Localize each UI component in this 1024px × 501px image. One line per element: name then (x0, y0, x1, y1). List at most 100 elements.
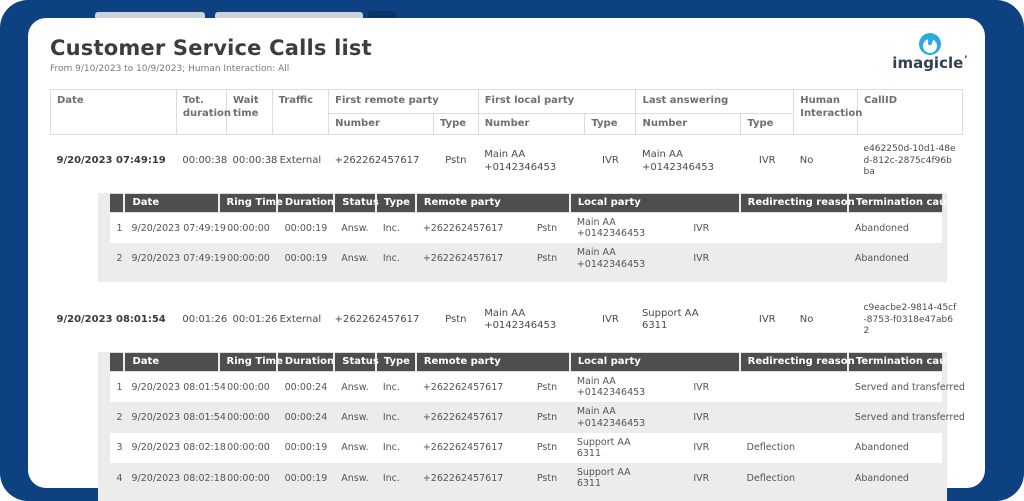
summary-wait-time: 00:01:26 (232, 314, 278, 326)
detail-local-party: Main AA +0142346453 (576, 217, 646, 240)
detail-ring-time: 00:00:00 (227, 442, 270, 454)
detail-local-type: IVR (693, 222, 710, 234)
summary-remote-number: +262262457617 (334, 155, 420, 167)
detail-termination-cause: Abandoned (854, 442, 909, 454)
detail-col-remote-party: Remote party (414, 193, 571, 214)
col-header-answering-number: Number (635, 112, 742, 135)
detail-row: 1 9/20/2023 08:01:54 00:00:00 00:00:24 A… (109, 371, 965, 403)
detail-ring-time: 00:00:00 (227, 253, 270, 265)
summary-local-type: IVR (602, 314, 619, 326)
summary-wait-time: 00:00:38 (232, 155, 278, 167)
detail-type: Inc. (382, 381, 400, 393)
detail-status: Answ. (341, 472, 369, 484)
detail-remote-type: Pstn (536, 442, 558, 454)
detail-local-type: IVR (693, 472, 710, 484)
detail-col-duration: Duration (275, 193, 335, 214)
detail-local-party: Main AA +0142346453 (576, 247, 646, 270)
call-details-panel-row: Date Ring Time Duration Status Type Remo… (51, 188, 963, 294)
detail-duration: 00:00:24 (284, 411, 328, 423)
detail-index: 3 (116, 442, 123, 454)
report-filter-subtitle: From 9/10/2023 to 10/9/2023; Human Inter… (50, 64, 290, 74)
detail-local-type: IVR (693, 411, 710, 423)
detail-row: 2 9/20/2023 07:49:19 00:00:00 00:00:19 A… (109, 243, 942, 274)
col-header-wait-time: Wait time (226, 89, 273, 135)
detail-row: 2 9/20/2023 08:01:54 00:00:00 00:00:24 A… (109, 402, 965, 433)
col-header-first-local-party: First local party (477, 89, 637, 114)
detail-date: 9/20/2023 08:02:18 (131, 472, 226, 484)
col-header-last-answering: Last answering (635, 89, 795, 114)
detail-redirecting-reason (740, 243, 848, 273)
detail-ring-time: 00:00:00 (227, 222, 270, 234)
detail-col-status: Status (333, 193, 379, 214)
detail-local-party: Main AA +0142346453 (576, 406, 646, 429)
summary-remote-type: Pstn (445, 155, 467, 167)
detail-type: Inc. (382, 442, 400, 454)
detail-col-redirecting-reason: Redirecting reason (738, 193, 855, 214)
detail-status: Answ. (341, 381, 369, 393)
detail-ring-time: 00:00:00 (227, 381, 270, 393)
detail-index: 4 (116, 472, 123, 484)
detail-col-termination-cause: Termination cause (846, 193, 959, 214)
detail-remote-number: +262262457617 (422, 442, 504, 454)
detail-date: 9/20/2023 07:49:19 (131, 253, 226, 265)
detail-col-type: Type (374, 351, 417, 372)
call-details-panel: Date Ring Time Duration Status Type Remo… (97, 193, 959, 282)
detail-status: Answ. (341, 222, 369, 234)
summary-date: 9/20/2023 07:49:19 (56, 155, 166, 167)
detail-type: Inc. (382, 411, 400, 423)
summary-answering-party: Support AA 6311 (641, 307, 699, 332)
detail-remote-number: +262262457617 (422, 411, 504, 423)
detail-duration: 00:00:19 (284, 442, 328, 454)
detail-index: 2 (116, 253, 123, 265)
background-tab[interactable] (95, 12, 205, 20)
detail-col-duration: Duration (275, 351, 335, 372)
summary-remote-number: +262262457617 (334, 314, 420, 326)
summary-local-type: IVR (602, 155, 619, 167)
detail-ring-time: 00:00:00 (227, 411, 270, 423)
col-header-remote-number: Number (328, 112, 434, 135)
detail-remote-type: Pstn (536, 472, 558, 484)
detail-termination-cause: Served and transferred (854, 381, 965, 393)
detail-col-local-party: Local party (568, 193, 741, 214)
col-header-local-number: Number (477, 112, 586, 135)
summary-date: 9/20/2023 08:01:54 (56, 314, 166, 326)
detail-local-type: IVR (693, 253, 710, 265)
brand-trademark-tick: ’ (964, 55, 968, 65)
detail-redirecting-reason (740, 371, 848, 402)
detail-redirecting-reason: Deflection (746, 472, 796, 484)
detail-duration: 00:00:24 (284, 381, 328, 393)
detail-col-termination-cause: Termination cause (846, 351, 959, 372)
call-summary-row: 9/20/2023 08:01:54 00:01:26 00:01:26 Ext… (51, 294, 963, 347)
detail-remote-number: +262262457617 (422, 222, 504, 234)
summary-answering-type: IVR (758, 155, 776, 167)
background-tab[interactable] (215, 12, 363, 20)
background-tab-dark[interactable] (368, 11, 396, 20)
detail-redirecting-reason (740, 402, 848, 432)
call-details-panel-row: Date Ring Time Duration Status Type Remo… (51, 347, 965, 501)
detail-col-local-party: Local party (568, 351, 741, 372)
call-details-table: Date Ring Time Duration Status Type Remo… (109, 193, 959, 274)
summary-callid: e462250d-10d1-48ed-812c-2875c4f96bba (863, 144, 956, 178)
detail-termination-cause: Abandoned (854, 472, 909, 484)
summary-local-party: Main AA +0142346453 (484, 307, 557, 332)
col-header-traffic: Traffic (271, 89, 330, 135)
calls-summary-table: Date Tot. duration Wait time Traffic Fir… (50, 89, 965, 501)
detail-col-type: Type (374, 193, 417, 214)
detail-index: 1 (116, 222, 123, 234)
detail-col-status: Status (333, 351, 379, 372)
col-header-human-interaction: Human Interaction (793, 89, 862, 135)
detail-status: Answ. (341, 253, 369, 265)
detail-redirecting-reason: Deflection (746, 442, 796, 454)
summary-human-interaction: No (799, 314, 814, 326)
call-details-table: Date Ring Time Duration Status Type Remo… (109, 351, 965, 494)
detail-date: 9/20/2023 08:02:18 (131, 442, 226, 454)
detail-index: 1 (116, 381, 123, 393)
detail-col-date: Date (123, 193, 220, 214)
detail-local-party: Support AA 6311 (576, 436, 631, 459)
brand-name: imagicle’ (892, 54, 968, 72)
detail-row: 4 9/20/2023 08:02:18 00:00:00 00:00:19 A… (109, 463, 942, 494)
col-header-answering-type: Type (740, 112, 795, 135)
detail-col-index (109, 193, 125, 214)
detail-col-remote-party: Remote party (414, 351, 571, 372)
